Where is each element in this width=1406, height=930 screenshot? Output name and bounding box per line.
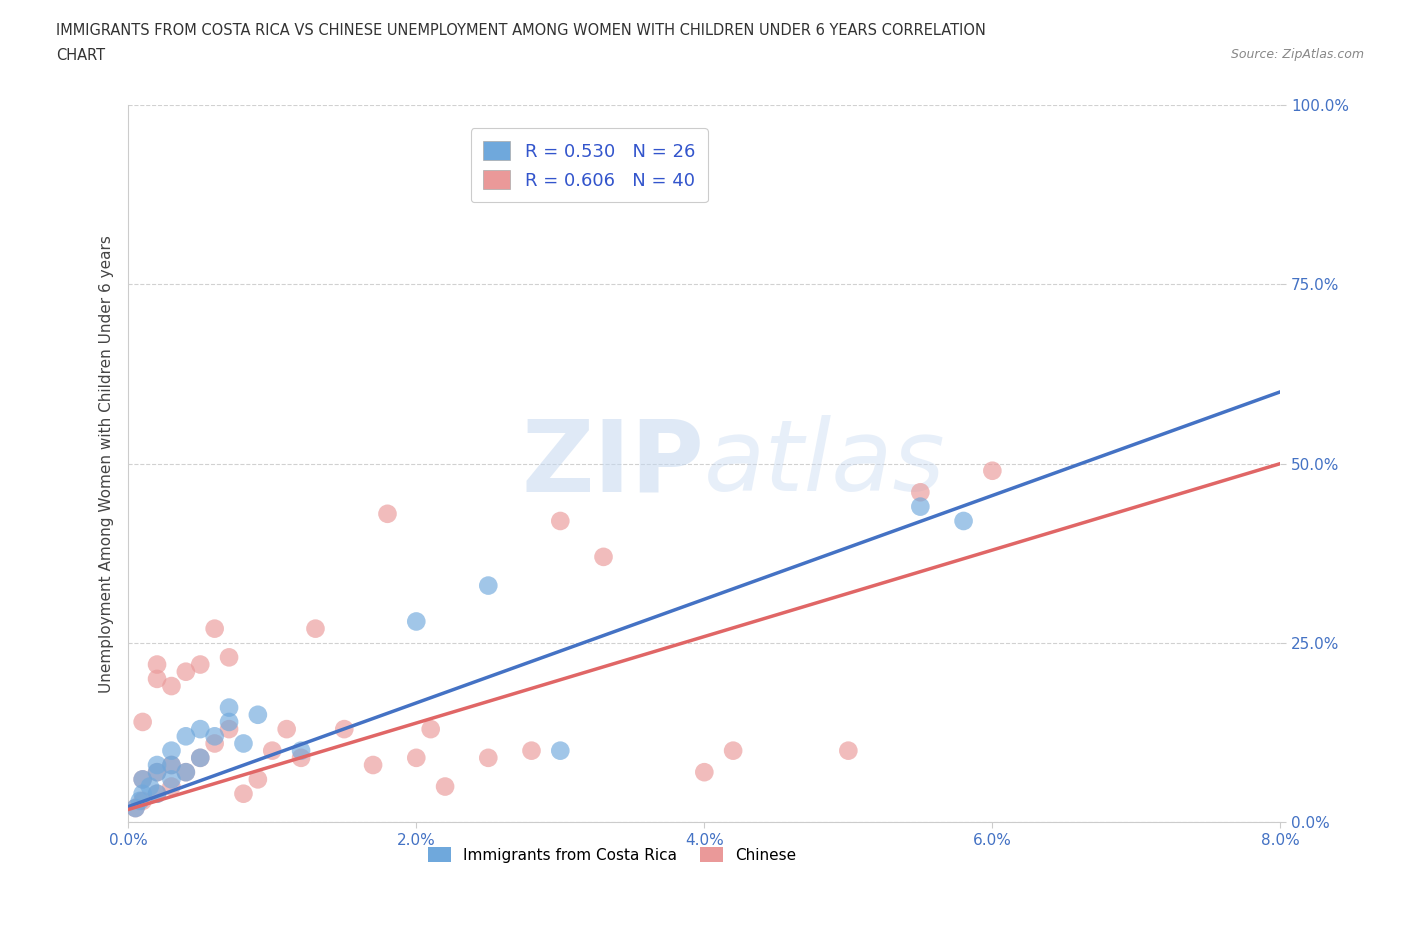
Point [477, 751, 499, 765]
Point [246, 708, 269, 723]
Point [290, 743, 312, 758]
Point [128, 793, 150, 808]
Point [232, 736, 254, 751]
Point [146, 671, 169, 686]
Point [160, 779, 183, 794]
Point [160, 758, 183, 773]
Point [188, 751, 211, 765]
Point [377, 506, 399, 521]
Point [981, 463, 1004, 478]
Point [477, 578, 499, 593]
Point [419, 722, 441, 737]
Point [146, 786, 169, 801]
Point [188, 658, 211, 672]
Point [721, 743, 744, 758]
Point [174, 729, 197, 744]
Point [146, 658, 169, 672]
Point [592, 550, 614, 565]
Point [361, 758, 384, 773]
Y-axis label: Unemployment Among Women with Children Under 6 years: Unemployment Among Women with Children U… [100, 234, 114, 693]
Point [232, 786, 254, 801]
Point [146, 764, 169, 779]
Point [204, 621, 226, 636]
Point [160, 772, 183, 787]
Point [246, 772, 269, 787]
Point [218, 714, 240, 729]
Point [146, 764, 169, 779]
Point [160, 679, 183, 694]
Point [131, 772, 153, 787]
Point [139, 779, 162, 794]
Point [131, 714, 153, 729]
Point [434, 779, 457, 794]
Point [952, 513, 974, 528]
Point [693, 764, 716, 779]
Point [218, 722, 240, 737]
Point [174, 764, 197, 779]
Point [550, 513, 572, 528]
Point [174, 764, 197, 779]
Point [160, 758, 183, 773]
Point [405, 751, 427, 765]
Point [405, 614, 427, 629]
Point [204, 729, 226, 744]
Point [188, 751, 211, 765]
Point [550, 743, 572, 758]
Point [520, 743, 543, 758]
Point [146, 786, 169, 801]
Point [262, 743, 284, 758]
Point [204, 736, 226, 751]
Point [124, 801, 146, 816]
Point [174, 664, 197, 679]
Point [160, 743, 183, 758]
Point [188, 722, 211, 737]
Text: ZIP: ZIP [522, 415, 704, 512]
Point [124, 801, 146, 816]
Text: atlas: atlas [704, 415, 946, 512]
Point [290, 751, 312, 765]
Point [218, 700, 240, 715]
Point [276, 722, 298, 737]
Text: CHART: CHART [56, 48, 105, 63]
Point [333, 722, 356, 737]
Point [131, 793, 153, 808]
Point [304, 621, 326, 636]
Point [837, 743, 859, 758]
Point [146, 758, 169, 773]
Text: Source: ZipAtlas.com: Source: ZipAtlas.com [1230, 48, 1364, 61]
Point [218, 650, 240, 665]
Point [131, 772, 153, 787]
Text: IMMIGRANTS FROM COSTA RICA VS CHINESE UNEMPLOYMENT AMONG WOMEN WITH CHILDREN UND: IMMIGRANTS FROM COSTA RICA VS CHINESE UN… [56, 23, 986, 38]
Point [910, 499, 932, 514]
Point [910, 485, 932, 499]
Point [131, 786, 153, 801]
Legend: Immigrants from Costa Rica, Chinese: Immigrants from Costa Rica, Chinese [422, 841, 803, 869]
